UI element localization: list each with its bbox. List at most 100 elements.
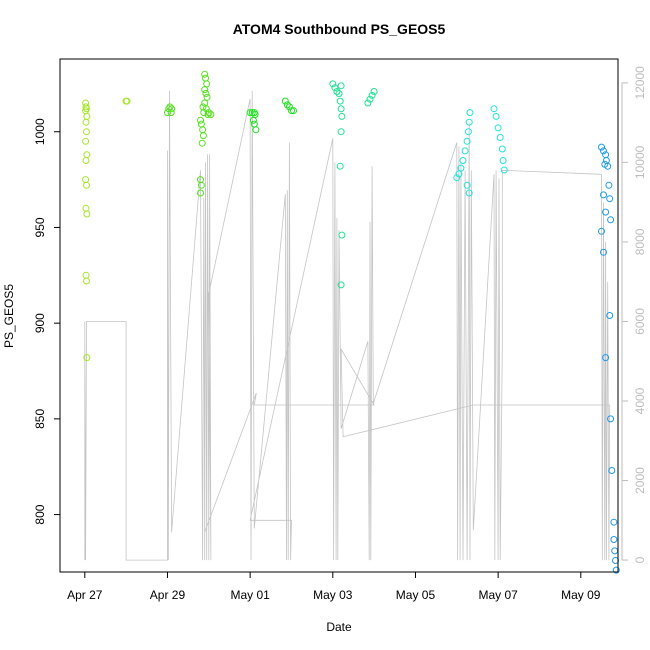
data-point-s2-6 xyxy=(252,126,260,134)
data-point-s5-6 xyxy=(605,181,613,189)
data-point-s1-12 xyxy=(197,189,204,197)
data-point-s2-11 xyxy=(290,107,297,115)
data-point-s2-8 xyxy=(283,101,291,109)
data-point-s0-6 xyxy=(83,128,90,136)
data-point-s4-15 xyxy=(498,145,506,153)
data-point-s3-4 xyxy=(337,82,345,90)
y-tick-label: 850 xyxy=(33,409,47,429)
x-axis-label: Date xyxy=(326,620,352,634)
data-point-s0-15 xyxy=(83,277,90,285)
data-point-s2-4 xyxy=(249,116,257,124)
x-tick-label: May 05 xyxy=(396,588,436,602)
data-point-s0-10 xyxy=(82,176,90,184)
data-point-s5-12 xyxy=(600,248,607,256)
data-point-s5-9 xyxy=(602,208,610,216)
data-point-s4-14 xyxy=(496,134,504,141)
data-point-s2-10 xyxy=(288,107,295,115)
data-point-s5-17 xyxy=(610,518,618,526)
y2-tick-label: 12000 xyxy=(633,66,647,100)
data-point-s1-19 xyxy=(201,99,209,107)
x-tick-label: Apr 27 xyxy=(67,588,103,602)
data-point-s4-4 xyxy=(461,147,469,155)
data-point-s1-11 xyxy=(197,181,205,189)
data-point-s1-8 xyxy=(199,132,207,140)
data-point-s3-2 xyxy=(333,88,341,95)
data-point-s5-18 xyxy=(610,536,618,543)
data-point-s3-13 xyxy=(366,95,374,103)
data-point-s5-11 xyxy=(598,227,605,235)
y-tick-label: 800 xyxy=(33,504,47,524)
x-tick-label: Apr 29 xyxy=(150,588,186,602)
data-point-s3-1 xyxy=(331,84,339,92)
data-point-s1-9 xyxy=(198,139,206,147)
data-point-s1-25 xyxy=(199,103,207,111)
x-axis: Apr 27 Apr 29 May 01 May 03 May 05 May 07 May … xyxy=(67,572,601,602)
data-point-s1-5 xyxy=(197,116,204,124)
data-point-s4-11 xyxy=(490,105,498,113)
y2-tick-label: 10000 xyxy=(633,145,647,179)
data-point-s1-22 xyxy=(205,109,213,117)
data-point-s0-3 xyxy=(82,107,90,115)
data-point-s0-12 xyxy=(82,204,90,212)
data-point-s5-15 xyxy=(607,415,615,423)
data-point-s5-19 xyxy=(611,547,619,555)
y2-tick-label: 0 xyxy=(633,556,647,563)
data-point-s3-9 xyxy=(336,162,344,170)
data-point-s4-13 xyxy=(494,124,502,132)
data-point-s3-3 xyxy=(335,90,343,97)
data-point-s0-16 xyxy=(83,354,91,362)
x-tick-label: May 09 xyxy=(561,588,601,602)
data-point-s0-18 xyxy=(123,97,131,105)
data-point-s5-14 xyxy=(602,354,610,362)
y2-tick-label: 8000 xyxy=(633,228,647,255)
data-point-s4-12 xyxy=(492,112,500,120)
data-point-s4-0 xyxy=(453,174,461,182)
plot-frame xyxy=(59,58,619,573)
data-point-s1-15 xyxy=(203,80,211,88)
data-point-s5-10 xyxy=(607,216,615,224)
data-point-s5-16 xyxy=(608,467,616,474)
data-point-s1-18 xyxy=(203,93,211,101)
data-point-s4-2 xyxy=(457,164,465,172)
data-point-s5-3 xyxy=(602,157,610,164)
y-axis-right: 0 2000 4000 6000 8000 10000 12000 xyxy=(621,66,647,563)
data-point-s2-9 xyxy=(285,103,293,111)
x-tick-label: May 01 xyxy=(230,588,270,602)
gray-series-line xyxy=(84,90,611,561)
data-point-s1-17 xyxy=(202,90,210,97)
y2-tick-label: 2000 xyxy=(633,467,647,494)
data-point-s2-7 xyxy=(281,97,289,105)
data-point-s3-7 xyxy=(338,112,346,120)
data-point-s1-4 xyxy=(168,105,176,113)
data-point-s4-3 xyxy=(459,157,467,164)
data-point-s5-5 xyxy=(604,162,612,170)
data-point-s5-8 xyxy=(606,195,614,203)
data-point-s5-7 xyxy=(600,191,607,199)
data-point-s3-14 xyxy=(368,91,376,99)
y-axis-left: 800 850 900 950 1000 xyxy=(33,118,60,525)
data-point-s4-6 xyxy=(464,128,472,136)
data-point-s5-21 xyxy=(612,566,620,574)
x-tick-label: May 03 xyxy=(313,588,353,602)
data-point-s1-3 xyxy=(167,109,175,117)
data-point-s0-5 xyxy=(82,118,90,126)
data-point-s0-14 xyxy=(82,271,90,279)
data-point-s1-23 xyxy=(207,111,215,118)
y-axis-label: PS_GEOS5 xyxy=(2,284,16,348)
data-point-s4-16 xyxy=(499,157,507,164)
data-point-s5-13 xyxy=(606,312,614,319)
data-point-s4-5 xyxy=(463,137,471,145)
data-point-s0-9 xyxy=(82,157,90,164)
data-point-s3-0 xyxy=(329,80,337,88)
data-point-s5-0 xyxy=(598,143,605,151)
chart-title: ATOM4 Southbound PS_GEOS5 xyxy=(233,21,446,37)
data-point-s0-4 xyxy=(83,112,91,120)
y2-tick-label: 4000 xyxy=(633,387,647,414)
data-point-s4-8 xyxy=(466,109,474,117)
y-tick-label: 1000 xyxy=(33,118,47,145)
data-point-s4-9 xyxy=(463,181,471,189)
data-point-s4-7 xyxy=(465,118,473,126)
data-point-s1-13 xyxy=(201,70,209,78)
data-point-s3-6 xyxy=(337,105,345,113)
